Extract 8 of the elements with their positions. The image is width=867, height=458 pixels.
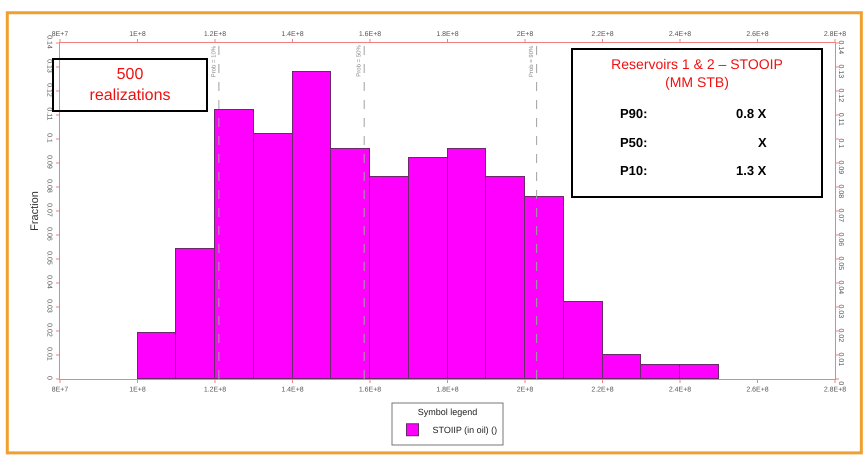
text: P50: X bbox=[620, 135, 767, 150]
y-axis-title: Fraction bbox=[29, 191, 42, 231]
text: P90: 0.8 X bbox=[620, 106, 766, 121]
legend-label: STOIIP (in oil) () bbox=[432, 425, 498, 436]
annotation: 500 realizations bbox=[90, 66, 170, 104]
legend-title: Symbol legend bbox=[418, 407, 478, 418]
annotation: Reservoirs 1 & 2 – STOOIP (MM STB) bbox=[611, 56, 783, 90]
text: P10: 1.3 X bbox=[620, 163, 766, 178]
